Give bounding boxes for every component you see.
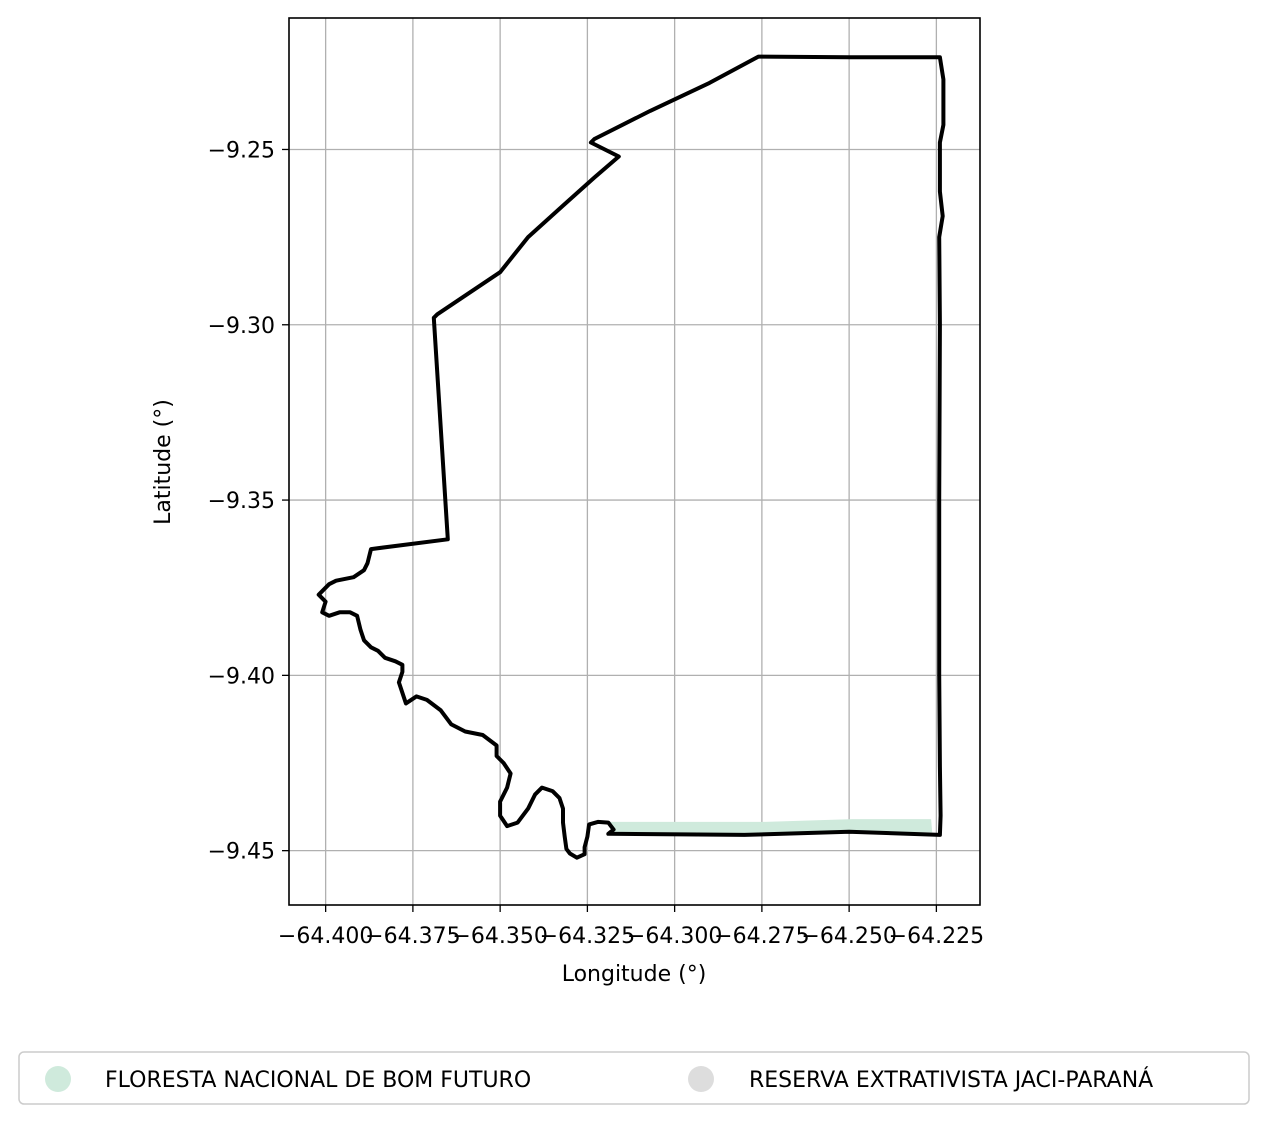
x-tick-label: −64.375 bbox=[365, 924, 460, 949]
x-tick-label: −64.275 bbox=[714, 924, 809, 949]
y-tick-label: −9.45 bbox=[208, 840, 275, 865]
y-tick-label: −9.35 bbox=[208, 489, 275, 514]
grid-lines bbox=[289, 18, 980, 905]
x-axis-ticks: −64.400−64.375−64.350−64.325−64.300−64.2… bbox=[278, 905, 984, 949]
y-axis-ticks: −9.25 −9.30 −9.35 −9.40 −9.45 bbox=[208, 138, 289, 864]
x-tick-label: −64.350 bbox=[452, 924, 547, 949]
x-axis-label: Longitude (°) bbox=[562, 962, 707, 987]
legend-marker-reserva bbox=[688, 1066, 714, 1092]
legend: FLORESTA NACIONAL DE BOM FUTURO RESERVA … bbox=[19, 1052, 1249, 1104]
x-tick-label: −64.400 bbox=[278, 924, 373, 949]
y-tick-label: −9.40 bbox=[208, 664, 275, 689]
y-axis-label: Latitude (°) bbox=[151, 399, 176, 525]
x-tick-label: −64.225 bbox=[889, 924, 984, 949]
legend-label-reserva: RESERVA EXTRATIVISTA JACI-PARANÁ bbox=[749, 1067, 1153, 1093]
x-tick-label: −64.250 bbox=[801, 924, 896, 949]
legend-marker-floresta bbox=[45, 1066, 71, 1092]
legend-label-floresta: FLORESTA NACIONAL DE BOM FUTURO bbox=[105, 1068, 531, 1093]
x-tick-label: −64.300 bbox=[627, 924, 722, 949]
y-tick-label: −9.25 bbox=[208, 138, 275, 163]
axes-frame bbox=[289, 18, 980, 905]
y-tick-label: −9.30 bbox=[208, 314, 275, 339]
x-tick-label: −64.325 bbox=[540, 924, 635, 949]
